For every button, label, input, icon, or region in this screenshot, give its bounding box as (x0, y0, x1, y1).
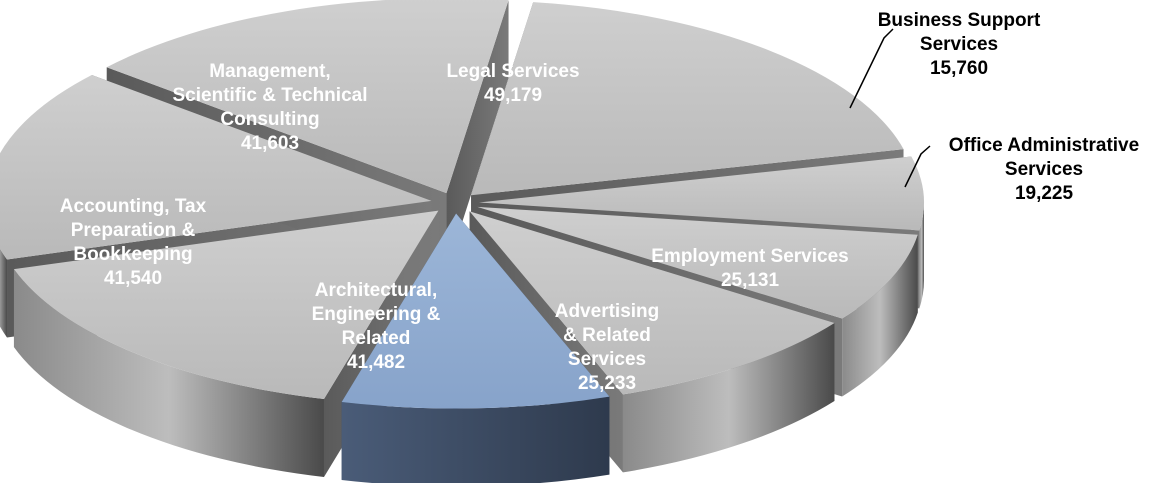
slice-value-label: 25,233 (578, 373, 636, 394)
slice-name-label: Engineering & (312, 304, 441, 325)
slice-value-label: 15,760 (930, 58, 988, 79)
slice-name-label: Management, (209, 61, 330, 82)
data-label-management-scientific-and-technical-consulting: Management, Scientific & Technical Consult… (173, 61, 368, 154)
slice-value-label: 25,131 (721, 270, 780, 291)
data-label-architectural-engineering-and-related: Architectural, Engineering & Related 41,482 (312, 280, 441, 373)
labels-layer: Legal Services 49,179 Business Support Serv… (60, 10, 1139, 394)
slice-name-label: Accounting, Tax (60, 196, 207, 217)
slice-name-label: Related (342, 328, 411, 349)
data-label-business-support-services: Business Support Services 15,760 (878, 10, 1041, 79)
slice-name-label: Services (568, 349, 646, 370)
leader-line-office-administrative-services (904, 145, 931, 188)
slice-name-label: Services (920, 34, 998, 55)
slice-value-label: 49,179 (484, 85, 542, 106)
slice-name-label: Services (1005, 159, 1083, 180)
slice-value-label: 41,540 (104, 268, 162, 289)
data-label-office-administrative-services: Office Administrative Services 19,225 (949, 135, 1139, 204)
data-label-accounting-tax-preparation-and-bookkeeping: Accounting, Tax Preparation & Bookkeeping 4… (60, 196, 207, 289)
slice-name-label: Scientific & Technical (173, 85, 368, 106)
slice-value-label: 41,603 (241, 133, 299, 154)
leader-lines (849, 28, 931, 188)
slice-value-label: 41,482 (347, 352, 405, 373)
data-label-legal-services: Legal Services 49,179 (446, 61, 579, 106)
leader-line-business-support-services (849, 28, 894, 109)
slice-name-label: Advertising (555, 301, 660, 322)
slice-name-label: Legal Services (446, 61, 579, 82)
slice-value-label: 19,225 (1015, 183, 1074, 204)
slice-name-label: Preparation & (71, 220, 196, 241)
data-label-employment-services: Employment Services 25,131 (651, 246, 848, 291)
slice-name-label: Office Administrative (949, 135, 1139, 156)
slice-name-label: Business Support (878, 10, 1041, 31)
slice-name-label: Bookkeeping (73, 244, 192, 265)
slice-name-label: Architectural, (315, 280, 437, 301)
slice-name-label: & Related (563, 325, 651, 346)
data-label-advertising-and-related-services: Advertising & Related Services 25,233 (555, 301, 660, 394)
slice-name-label: Employment Services (651, 246, 848, 267)
slices-layer (0, 0, 924, 483)
slice-name-label: Consulting (220, 109, 319, 130)
slice-advertising-and-related-services (341, 213, 610, 483)
